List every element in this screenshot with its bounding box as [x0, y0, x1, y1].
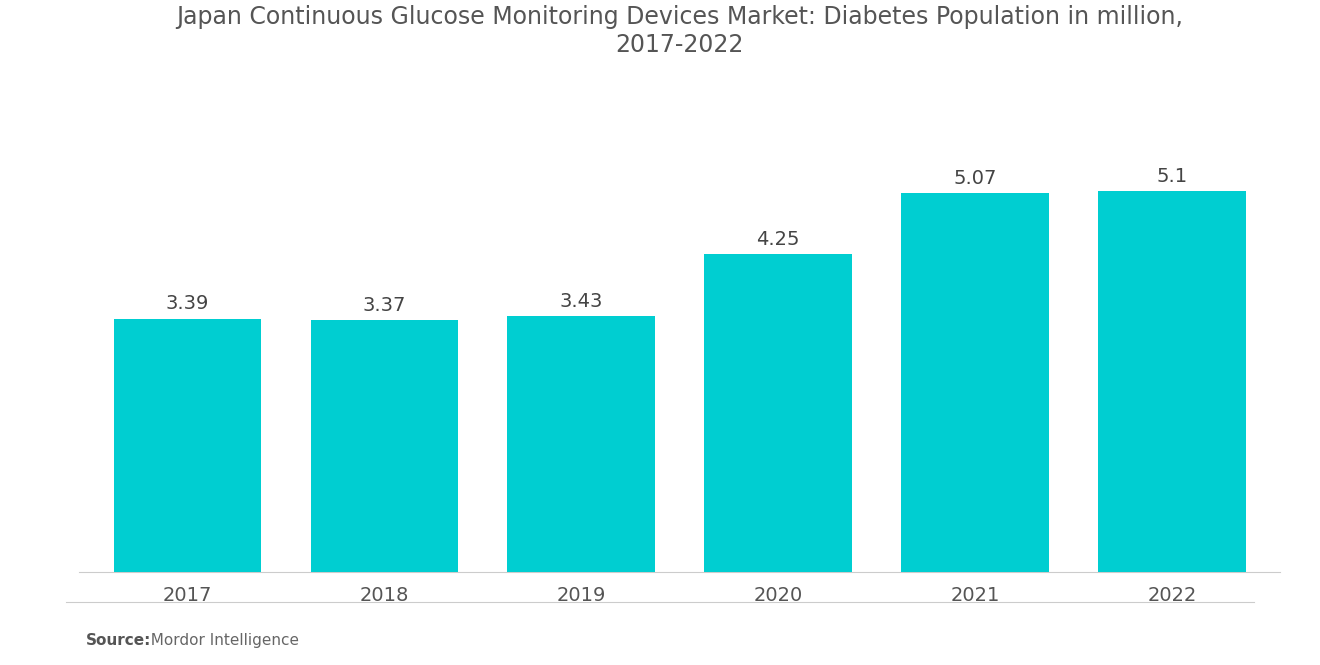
Text: Source:: Source: [86, 633, 152, 648]
Bar [705, 255, 853, 572]
Text: 4.25: 4.25 [756, 230, 800, 249]
Bar [1098, 191, 1246, 572]
Text: 3.39: 3.39 [166, 295, 209, 313]
Title: Japan Continuous Glucose Monitoring Devices Market: Diabetes Population in milli: Japan Continuous Glucose Monitoring Devi… [177, 5, 1183, 57]
Text: 5.1: 5.1 [1156, 167, 1188, 186]
Bar [310, 321, 458, 572]
Bar [114, 319, 261, 572]
Text: 3.43: 3.43 [560, 291, 603, 311]
Bar [902, 194, 1049, 572]
Text: Mordor Intelligence: Mordor Intelligence [141, 633, 300, 648]
Bar [507, 316, 655, 572]
Text: 5.07: 5.07 [953, 169, 997, 188]
Text: 3.37: 3.37 [363, 296, 407, 315]
